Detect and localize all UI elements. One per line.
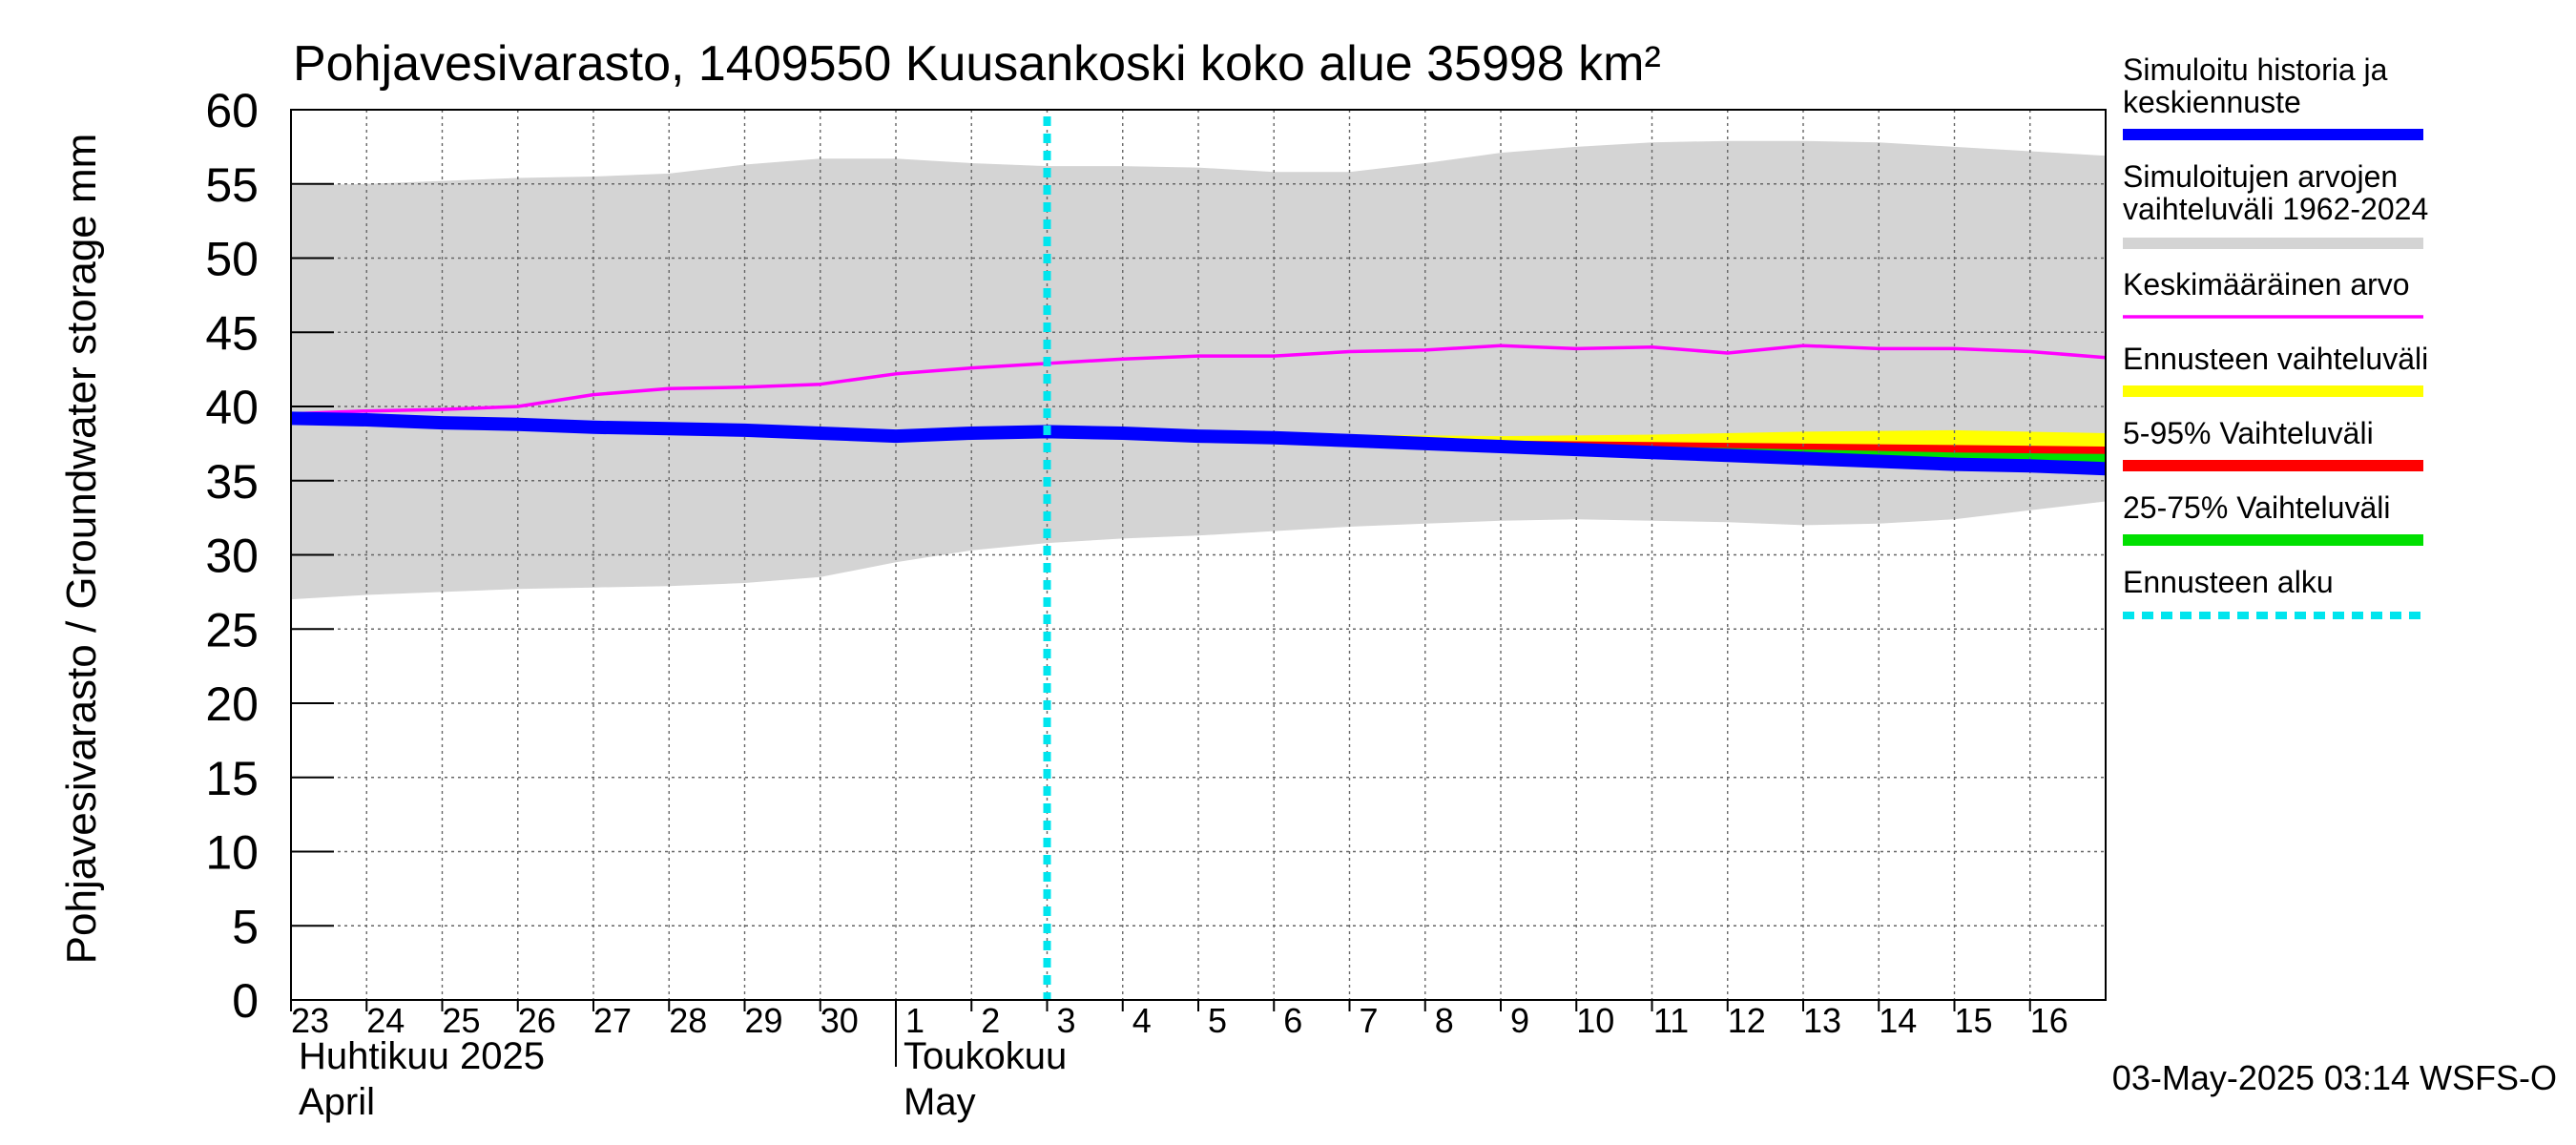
- x-tick-label: 25: [442, 1001, 480, 1040]
- x-tick-label: 6: [1283, 1001, 1302, 1040]
- legend-label: 25-75% Vaihteluväli: [2123, 490, 2390, 525]
- legend-label: Ennusteen vaihteluväli: [2123, 342, 2428, 376]
- x-tick-label: 29: [744, 1001, 782, 1040]
- x-tick-label: 16: [2030, 1001, 2068, 1040]
- x-tick-label: 26: [518, 1001, 556, 1040]
- y-tick-label: 30: [205, 530, 259, 583]
- y-tick-label: 15: [205, 752, 259, 805]
- x-tick-label: 1: [905, 1001, 924, 1040]
- month-label-en: May: [904, 1081, 976, 1123]
- x-tick-label: 3: [1056, 1001, 1075, 1040]
- chart-title: Pohjavesivarasto, 1409550 Kuusankoski ko…: [293, 36, 1661, 92]
- y-tick-label: 50: [205, 233, 259, 286]
- legend-entry: Simuloitujen arvojen vaihteluväli 1962-20…: [2123, 159, 2428, 249]
- y-tick-label: 10: [205, 826, 259, 880]
- legend-label: 5-95% Vaihteluväli: [2123, 416, 2374, 450]
- y-tick-label: 35: [205, 455, 259, 509]
- y-tick-label: 45: [205, 306, 259, 360]
- legend-entry: 25-75% Vaihteluväli: [2123, 490, 2423, 546]
- x-tick-label: 14: [1879, 1001, 1917, 1040]
- month-label-fi: Huhtikuu 2025: [299, 1035, 545, 1077]
- month-label-en: April: [299, 1081, 375, 1123]
- legend: Simuloitu historia ja keskiennuste Simuloi…: [2123, 52, 2428, 619]
- y-tick-label: 60: [205, 84, 259, 137]
- legend-entry: Keskimääräinen arvo: [2123, 267, 2423, 319]
- legend-label: Ennusteen alku: [2123, 565, 2334, 599]
- legend-entry: Ennusteen vaihteluväli: [2123, 342, 2428, 397]
- x-tick-label: 10: [1576, 1001, 1614, 1040]
- y-tick-label: 25: [205, 603, 259, 656]
- axes-layer: [290, 109, 2107, 1067]
- x-tick-label: 4: [1132, 1001, 1152, 1040]
- legend-label: Keskimääräinen arvo: [2123, 267, 2410, 302]
- x-tick-label: 15: [1954, 1001, 1992, 1040]
- grid-layer: [291, 109, 2106, 1000]
- x-tick-label: 7: [1359, 1001, 1378, 1040]
- x-tick-label: 5: [1208, 1001, 1227, 1040]
- legend-entry: 5-95% Vaihteluväli: [2123, 416, 2423, 471]
- y-tick-label: 55: [205, 158, 259, 212]
- month-label-fi: Toukokuu: [904, 1035, 1067, 1077]
- legend-entry: Simuloitu historia ja keskiennuste: [2123, 52, 2423, 140]
- legend-label: Simuloitujen arvojen vaihteluväli 1962-20…: [2123, 159, 2428, 226]
- x-tick-label: 27: [593, 1001, 632, 1040]
- y-tick-label: 40: [205, 381, 259, 434]
- y-tick-label: 5: [232, 900, 259, 953]
- x-tick-label: 9: [1510, 1001, 1529, 1040]
- x-tick-label: 23: [291, 1001, 329, 1040]
- x-tick-label: 13: [1803, 1001, 1841, 1040]
- x-tick-label: 8: [1435, 1001, 1454, 1040]
- y-axis-label: Pohjavesivarasto / Groundwater storage m…: [58, 134, 105, 965]
- x-tick-label: 28: [669, 1001, 707, 1040]
- legend-entry: Ennusteen alku: [2123, 565, 2423, 619]
- mean-value-line: [290, 344, 2107, 416]
- x-tick-label: 30: [821, 1001, 859, 1040]
- y-tick-label: 20: [205, 677, 259, 731]
- x-tick-label: 24: [366, 1001, 405, 1040]
- x-tick-label: 12: [1728, 1001, 1766, 1040]
- timestamp: 03-May-2025 03:14 WSFS-O: [2112, 1058, 2557, 1097]
- legend-label: Simuloitu historia ja keskiennuste: [2123, 52, 2388, 119]
- x-tick-label: 11: [1653, 1001, 1689, 1040]
- x-tick-label: 2: [981, 1001, 1000, 1040]
- y-tick-label: 0: [232, 974, 259, 1028]
- series-layer: [290, 116, 2107, 1000]
- simulated-history-line: [290, 411, 2107, 476]
